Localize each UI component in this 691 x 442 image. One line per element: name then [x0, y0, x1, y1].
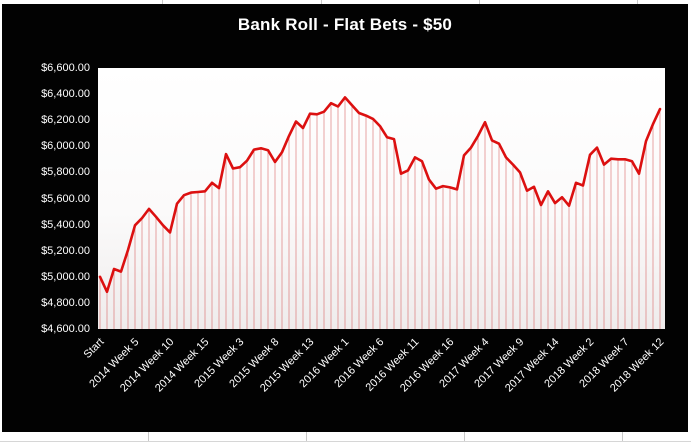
- x-axis-label: 2015 Week 8: [227, 336, 282, 391]
- y-axis-label: $6,600.00: [41, 62, 90, 74]
- chart-title: Bank Roll - Flat Bets - $50: [237, 15, 453, 34]
- spreadsheet-gridline: [622, 432, 623, 442]
- x-axis-label: 2016 Week 11: [363, 336, 422, 394]
- spreadsheet-gridline: [162, 0, 163, 4]
- y-axis-label: $5,600.00: [41, 192, 90, 205]
- y-axis-label: $5,800.00: [41, 166, 90, 179]
- y-axis-label: $5,200.00: [41, 244, 90, 257]
- x-axis-label: 2015 Week 13: [257, 336, 317, 395]
- x-axis-label: 2014 Week 5: [87, 336, 142, 391]
- y-axis-label: $5,400.00: [41, 218, 90, 231]
- series-line: [98, 96, 662, 294]
- x-axis-label: 2017 Week 9: [472, 336, 527, 391]
- y-axis-label: $6,000.00: [41, 140, 90, 153]
- x-axis-label: 2014 Week 15: [152, 336, 212, 395]
- spreadsheet-gridline: [148, 432, 149, 442]
- y-axis-label: $4,600.00: [41, 323, 90, 335]
- x-axis-label: 2016 Week 1: [297, 336, 352, 391]
- x-axis-label: 2015 Week 3: [192, 336, 247, 391]
- x-axis-label: 2016 Week 6: [332, 336, 387, 391]
- y-axis-label: $5,000.00: [41, 270, 90, 283]
- y-axis-label: $6,400.00: [41, 88, 90, 101]
- x-axis-label: 2017 Week 4: [437, 336, 492, 391]
- x-axis-label: 2018 Week 12: [607, 336, 667, 395]
- spreadsheet-gridline: [321, 0, 322, 4]
- x-axis-label: 2018 Week 7: [577, 336, 632, 391]
- x-axis-label: 2017 Week 14: [502, 336, 562, 395]
- spreadsheet-gridline: [464, 432, 465, 442]
- y-axis-label: $4,800.00: [41, 296, 90, 309]
- spreadsheet-gridline: [637, 0, 638, 4]
- x-axis-label: 2018 Week 2: [542, 336, 597, 391]
- plot-area: [98, 68, 665, 329]
- drop-lines: [99, 97, 661, 329]
- bankroll-chart[interactable]: Bank Roll - Flat Bets - $50 $6,600.00 $6,…: [2, 4, 688, 432]
- spreadsheet-gridline: [306, 432, 307, 442]
- x-axis-label: 2016 Week 16: [397, 336, 457, 395]
- y-axis-label: $6,200.00: [41, 114, 90, 127]
- x-axis-label: 2014 Week 10: [117, 336, 177, 395]
- spreadsheet-gridline: [479, 0, 480, 4]
- x-axis-label: Start: [81, 336, 107, 361]
